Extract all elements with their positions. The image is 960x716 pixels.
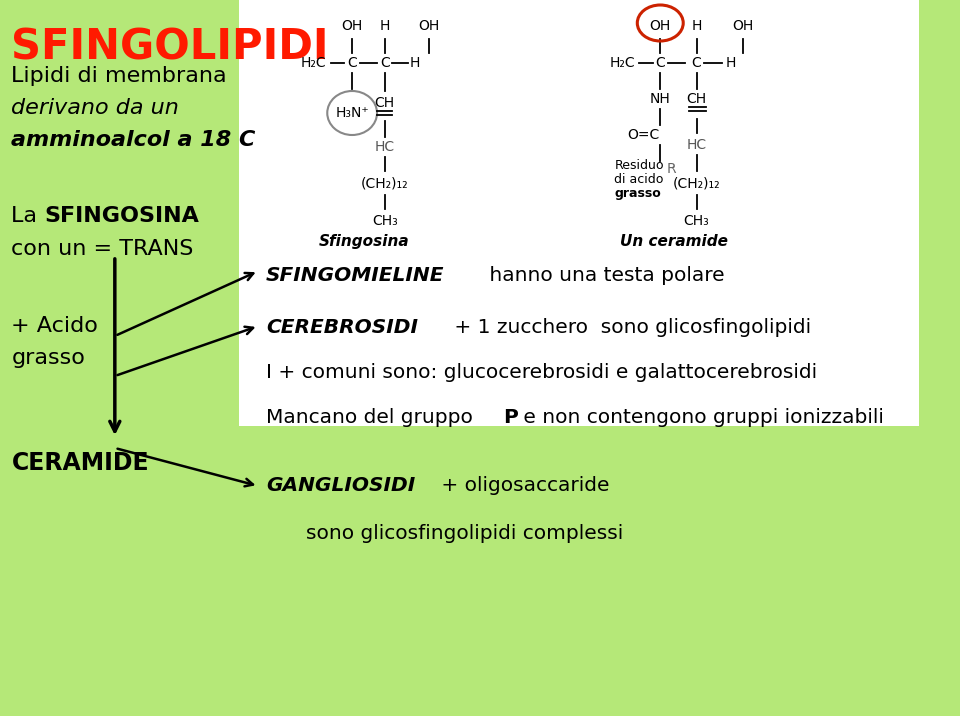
Text: CH: CH bbox=[686, 92, 707, 106]
Text: H: H bbox=[691, 19, 702, 33]
Text: CEREBROSIDI: CEREBROSIDI bbox=[266, 318, 418, 337]
Bar bbox=[239, 0, 919, 426]
Text: C: C bbox=[348, 56, 357, 70]
Text: H₂C: H₂C bbox=[301, 56, 326, 70]
Text: HC: HC bbox=[686, 138, 707, 152]
Text: SFINGOLIPIDI: SFINGOLIPIDI bbox=[12, 26, 329, 68]
Text: (CH₂)₁₂: (CH₂)₁₂ bbox=[361, 176, 409, 190]
Text: CERAMIDE: CERAMIDE bbox=[12, 451, 149, 475]
Text: + Acido: + Acido bbox=[12, 316, 98, 336]
Text: + 1 zucchero  sono glicosfingolipidi: + 1 zucchero sono glicosfingolipidi bbox=[447, 318, 811, 337]
Text: Sfingosina: Sfingosina bbox=[319, 233, 409, 248]
Text: OH: OH bbox=[342, 19, 363, 33]
Text: H₂C: H₂C bbox=[610, 56, 635, 70]
Text: P: P bbox=[503, 408, 518, 427]
Text: HC: HC bbox=[374, 140, 395, 154]
Text: + oligosaccaride: + oligosaccaride bbox=[436, 476, 610, 495]
Text: sono glicosfingolipidi complessi: sono glicosfingolipidi complessi bbox=[306, 524, 623, 543]
Text: CH₃: CH₃ bbox=[684, 214, 709, 228]
Text: H: H bbox=[379, 19, 390, 33]
Text: I + comuni sono: glucocerebrosidi e galattocerebrosidi: I + comuni sono: glucocerebrosidi e gala… bbox=[266, 363, 817, 382]
Text: CH: CH bbox=[374, 96, 395, 110]
Text: OH: OH bbox=[418, 19, 440, 33]
Text: C: C bbox=[692, 56, 702, 70]
Text: O=C: O=C bbox=[627, 128, 660, 142]
Text: H: H bbox=[410, 56, 420, 70]
Text: amminoalcol a 18 C: amminoalcol a 18 C bbox=[12, 130, 256, 150]
Text: H₃N⁺: H₃N⁺ bbox=[335, 106, 369, 120]
Text: C: C bbox=[656, 56, 665, 70]
Text: (CH₂)₁₂: (CH₂)₁₂ bbox=[673, 176, 720, 190]
Text: NH: NH bbox=[650, 92, 671, 106]
Text: La: La bbox=[12, 206, 44, 226]
Text: Lipidi di membrana: Lipidi di membrana bbox=[12, 66, 228, 86]
Text: CH₃: CH₃ bbox=[372, 214, 397, 228]
Text: OH: OH bbox=[650, 19, 671, 33]
Text: grasso: grasso bbox=[614, 186, 661, 200]
Text: GANGLIOSIDI: GANGLIOSIDI bbox=[266, 476, 416, 495]
Text: SFINGOMIELINE: SFINGOMIELINE bbox=[266, 266, 444, 285]
Text: OH: OH bbox=[732, 19, 754, 33]
Text: hanno una testa polare: hanno una testa polare bbox=[483, 266, 725, 285]
Text: Residuo: Residuo bbox=[614, 158, 663, 172]
Text: derivano da un: derivano da un bbox=[12, 98, 180, 118]
Text: Un ceramide: Un ceramide bbox=[619, 233, 728, 248]
Text: e non contengono gruppi ionizzabili: e non contengono gruppi ionizzabili bbox=[516, 408, 883, 427]
Text: SFINGOSINA: SFINGOSINA bbox=[44, 206, 199, 226]
Text: R: R bbox=[667, 162, 677, 176]
Text: di acido: di acido bbox=[614, 173, 663, 185]
Text: H: H bbox=[726, 56, 736, 70]
Text: con un = TRANS: con un = TRANS bbox=[12, 239, 194, 259]
Text: grasso: grasso bbox=[12, 348, 85, 368]
Text: C: C bbox=[380, 56, 390, 70]
Text: Mancano del gruppo: Mancano del gruppo bbox=[266, 408, 479, 427]
